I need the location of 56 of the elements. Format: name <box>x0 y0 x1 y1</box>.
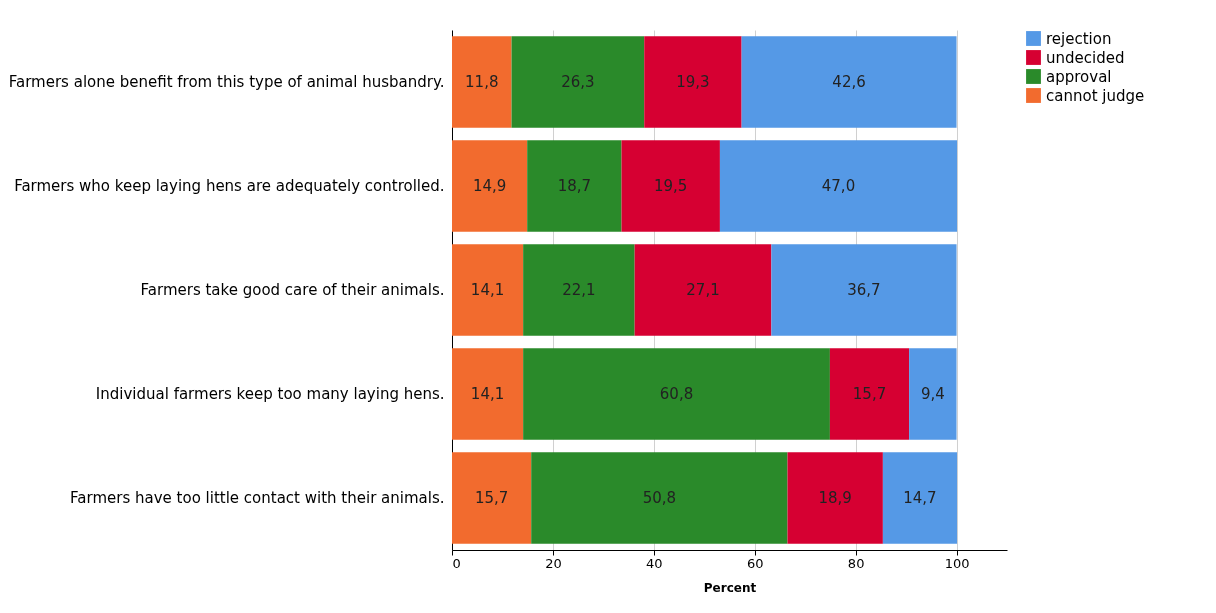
bar <box>787 452 883 544</box>
y-tick-label: Farmers who keep laying hens are adequately controlled. <box>14 177 445 195</box>
data-label: 42,6 <box>832 73 866 91</box>
data-label: 18,7 <box>557 177 592 195</box>
bar <box>452 348 524 440</box>
data-label: 26,3 <box>561 73 595 91</box>
data-label: 19,5 <box>654 177 688 195</box>
bar <box>644 36 742 128</box>
x-tick-label: 40 <box>646 555 663 571</box>
data-label: 11,8 <box>465 73 499 91</box>
legend-label: cannot judge <box>1046 86 1145 105</box>
bar <box>523 348 830 440</box>
data-label: 27,1 <box>686 281 720 299</box>
y-tick-label: Individual farmers keep too many laying hens. <box>95 385 445 403</box>
legend-label: undecided <box>1046 48 1125 67</box>
data-label: 9,4 <box>920 385 945 403</box>
data-label: 14,1 <box>470 385 505 403</box>
data-label: 14,1 <box>470 281 505 299</box>
data-label: 36,7 <box>847 281 881 299</box>
data-label: 15,7 <box>852 385 887 403</box>
x-tick-label: 80 <box>847 555 865 571</box>
data-label: 60,8 <box>659 385 694 403</box>
bar <box>882 452 958 544</box>
bar <box>829 348 910 440</box>
bar <box>741 36 957 128</box>
x-tick-label: 20 <box>545 555 562 571</box>
data-label: 18,9 <box>818 489 852 507</box>
data-label: 47,0 <box>821 177 856 195</box>
data-label: 50,8 <box>642 489 677 507</box>
bar <box>909 348 957 440</box>
y-tick-label: Farmers take good care of their animals. <box>140 281 445 299</box>
data-label: 14,7 <box>903 489 937 507</box>
bar <box>621 140 720 232</box>
data-label: 19,3 <box>676 73 710 91</box>
bar <box>719 140 958 232</box>
bar <box>511 36 645 128</box>
y-tick-label: Farmers have too little contact with their animals. <box>70 489 445 507</box>
bar <box>527 140 622 232</box>
bar <box>771 244 957 336</box>
legend-label: approval <box>1046 67 1112 86</box>
x-tick-label: 60 <box>746 555 764 571</box>
x-axis-title: Percent <box>703 580 757 595</box>
bar <box>531 452 788 544</box>
x-tick-label: 0 <box>452 555 461 571</box>
bar <box>452 452 532 544</box>
bar <box>634 244 772 336</box>
bar <box>523 244 635 336</box>
data-label: 14,9 <box>472 177 507 195</box>
x-tick-label: 100 <box>944 555 970 571</box>
bar <box>452 36 512 128</box>
data-label: 22,1 <box>562 281 596 299</box>
bar <box>452 140 528 232</box>
data-label: 15,7 <box>474 489 509 507</box>
legend-label: rejection <box>1046 29 1112 48</box>
y-tick-label: Farmers alone benefit from this type of animal husbandry. <box>8 73 445 91</box>
bar <box>452 244 524 336</box>
